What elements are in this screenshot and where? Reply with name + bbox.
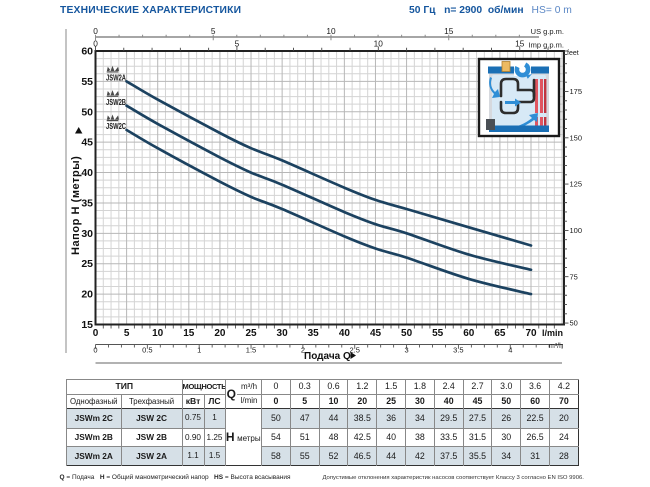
svg-text:150: 150 xyxy=(570,133,583,142)
svg-text:l/min: l/min xyxy=(542,328,563,338)
svg-text:0: 0 xyxy=(93,26,98,36)
svg-text:Подача Q: Подача Q xyxy=(304,351,351,362)
svg-text:JSW2B: JSW2B xyxy=(106,98,126,107)
svg-text:15: 15 xyxy=(183,328,195,339)
svg-text:100: 100 xyxy=(570,226,583,235)
svg-text:0: 0 xyxy=(93,328,99,339)
svg-text:3: 3 xyxy=(405,346,409,355)
svg-text:125: 125 xyxy=(570,180,583,189)
svg-text:5: 5 xyxy=(211,26,216,36)
svg-text:0: 0 xyxy=(93,346,97,355)
svg-text:10: 10 xyxy=(326,26,336,36)
svg-text:1: 1 xyxy=(197,346,201,355)
svg-text:15: 15 xyxy=(515,38,525,48)
svg-text:15: 15 xyxy=(81,319,93,331)
svg-text:70: 70 xyxy=(525,328,537,339)
svg-text:JSW2C: JSW2C xyxy=(106,122,126,131)
svg-text:10: 10 xyxy=(152,328,164,339)
svg-text:5: 5 xyxy=(235,38,240,48)
svg-text:20: 20 xyxy=(214,328,226,339)
svg-text:m³/h: m³/h xyxy=(549,343,563,350)
svg-text:20: 20 xyxy=(81,289,93,301)
svg-text:50: 50 xyxy=(401,328,413,339)
svg-text:0: 0 xyxy=(93,38,98,48)
svg-text:2.5: 2.5 xyxy=(349,346,359,355)
svg-text:75: 75 xyxy=(570,272,578,281)
svg-text:2: 2 xyxy=(301,346,305,355)
svg-text:35: 35 xyxy=(308,328,320,339)
svg-text:5: 5 xyxy=(124,328,130,339)
svg-text:10: 10 xyxy=(374,38,384,48)
svg-text:50: 50 xyxy=(81,106,93,118)
svg-text:4: 4 xyxy=(508,346,512,355)
svg-text:US g.p.m.: US g.p.m. xyxy=(531,27,564,36)
svg-text:45: 45 xyxy=(81,137,93,149)
svg-text:30: 30 xyxy=(81,228,93,240)
svg-text:30: 30 xyxy=(277,328,289,339)
svg-text:35: 35 xyxy=(81,197,93,209)
svg-text:3.5: 3.5 xyxy=(453,346,463,355)
svg-text:45: 45 xyxy=(370,328,382,339)
svg-text:0.5: 0.5 xyxy=(142,346,152,355)
svg-text:Imp g.p.m.: Imp g.p.m. xyxy=(529,41,564,50)
svg-text:50: 50 xyxy=(570,319,578,328)
svg-text:25: 25 xyxy=(81,258,93,270)
svg-text:15: 15 xyxy=(444,26,454,36)
svg-text:60: 60 xyxy=(463,328,475,339)
svg-text:JSW2A: JSW2A xyxy=(106,74,126,83)
svg-text:60: 60 xyxy=(81,46,93,58)
svg-text:65: 65 xyxy=(494,328,506,339)
svg-text:55: 55 xyxy=(432,328,444,339)
svg-text:25: 25 xyxy=(245,328,257,339)
svg-text:55: 55 xyxy=(81,76,93,88)
svg-text:40: 40 xyxy=(81,167,93,179)
svg-text:175: 175 xyxy=(570,87,583,96)
svg-text:Напор H (метры): Напор H (метры) xyxy=(70,156,82,255)
svg-text:1.5: 1.5 xyxy=(246,346,256,355)
svg-text:40: 40 xyxy=(339,328,351,339)
svg-text:feet: feet xyxy=(567,50,579,57)
